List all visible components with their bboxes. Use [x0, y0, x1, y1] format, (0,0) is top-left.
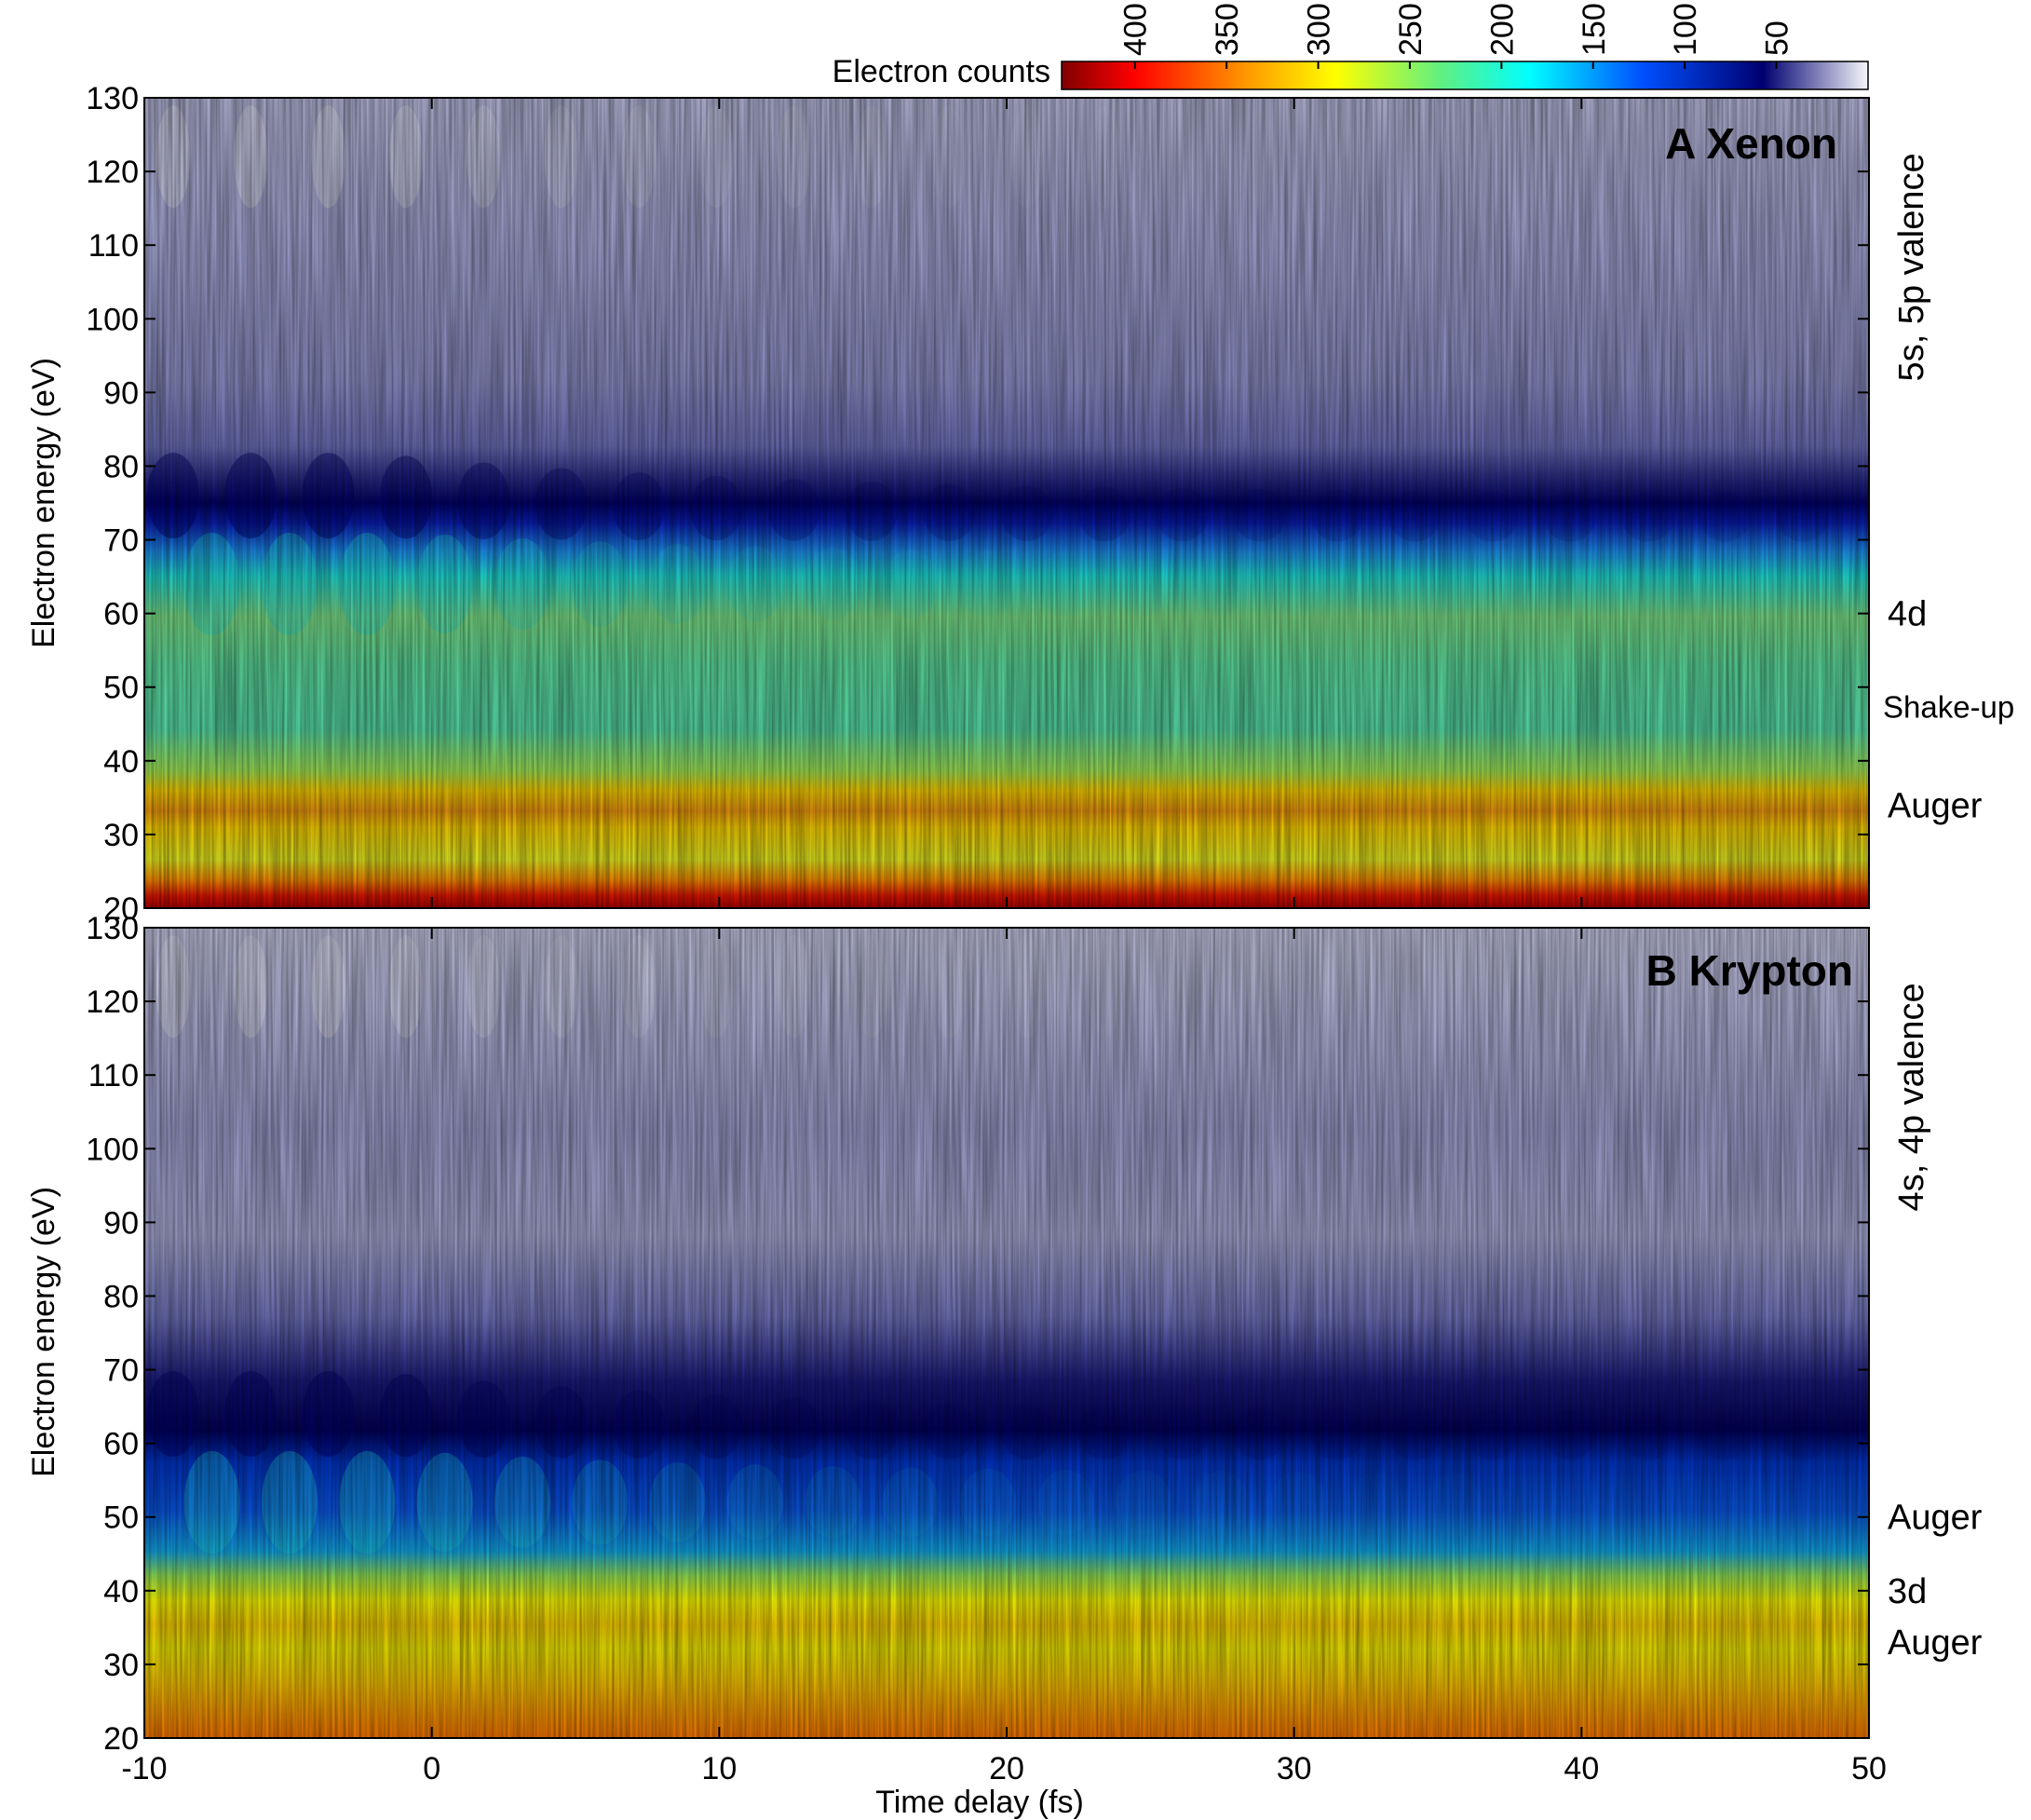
band-label: Shake-up [1883, 690, 2014, 725]
colorbar-label: Electron counts [833, 54, 1050, 89]
x-tick-label: 20 [989, 1751, 1024, 1786]
y-tick-label: 30 [103, 818, 139, 853]
band-label: 4s, 4p valence [1892, 983, 1931, 1211]
panel-b-heatmap [144, 928, 1869, 1738]
panel-b-x-axis: -10 0 10 20 30 40 50 [121, 928, 1887, 1786]
y-tick-label: 20 [103, 1721, 139, 1757]
panel-a-y-axis-title: Electron energy (eV) [26, 358, 61, 648]
y-tick-label: 60 [103, 597, 139, 632]
panel-b: 130 120 110 100 90 80 70 60 50 40 30 20 -10 0 10 20 30 4… [26, 911, 1983, 1820]
colorbar-tick-label: 300 [1302, 3, 1337, 56]
y-tick-label: 110 [88, 1058, 139, 1093]
panel-a-heatmap [144, 98, 1869, 908]
y-tick-label: 40 [103, 1574, 139, 1609]
colorbar-tick-label: 50 [1760, 20, 1795, 56]
y-tick-label: 120 [86, 985, 139, 1020]
y-tick-label: 40 [103, 744, 139, 780]
band-label: 4d [1888, 595, 1927, 634]
y-tick-label: 110 [88, 228, 139, 264]
colorbar-gradient [1061, 61, 1869, 90]
panel-a-title: A Xenon [1665, 119, 1837, 168]
y-tick-label: 80 [103, 449, 139, 484]
panel-a-band-labels: 5s, 5p valence 4d Shake-up Auger [1883, 153, 2014, 825]
colorbar-ticks: 400 350 300 250 200 150 100 50 [1118, 3, 1795, 69]
colorbar: Electron counts 400 350 300 250 200 150 100 50 [833, 3, 1869, 90]
x-tick-label: 10 [701, 1751, 737, 1786]
x-tick-label: 30 [1277, 1751, 1312, 1786]
x-tick-label: -10 [121, 1751, 167, 1786]
y-tick-label: 90 [103, 375, 139, 411]
y-tick-label: 120 [86, 155, 139, 190]
x-tick-label: 40 [1564, 1751, 1599, 1786]
y-tick-label: 130 [86, 911, 139, 946]
band-label: 3d [1888, 1572, 1927, 1611]
y-tick-label: 30 [103, 1648, 139, 1683]
colorbar-tick-label: 200 [1484, 3, 1520, 56]
band-label: Auger [1888, 1499, 1983, 1538]
y-tick-label: 50 [103, 1501, 139, 1536]
y-tick-label: 70 [103, 1353, 139, 1389]
band-label: Auger [1888, 786, 1983, 825]
y-tick-label: 100 [86, 302, 139, 337]
panel-a: 130 120 110 100 90 80 70 60 50 40 30 20 Electron en… [26, 81, 2014, 927]
y-tick-label: 90 [103, 1205, 139, 1241]
band-label: Auger [1888, 1623, 1983, 1663]
y-tick-label: 20 [103, 891, 139, 927]
y-tick-label: 60 [103, 1427, 139, 1462]
y-tick-label: 80 [103, 1279, 139, 1314]
colorbar-tick-label: 100 [1668, 3, 1703, 56]
colorbar-tick-label: 150 [1577, 3, 1612, 56]
y-tick-label: 50 [103, 671, 139, 706]
panel-b-band-labels: 4s, 4p valence Auger 3d Auger [1888, 983, 1983, 1663]
band-label: 5s, 5p valence [1892, 153, 1931, 381]
x-axis-title: Time delay (fs) [875, 1785, 1084, 1820]
y-tick-label: 130 [86, 81, 139, 116]
panel-b-y-axis: 130 120 110 100 90 80 70 60 50 40 30 20 [86, 911, 1869, 1757]
panel-b-title: B Krypton [1646, 946, 1853, 995]
colorbar-tick-label: 400 [1118, 3, 1154, 56]
y-tick-label: 70 [103, 523, 139, 559]
colorbar-tick-label: 350 [1210, 3, 1245, 56]
x-tick-label: 0 [423, 1751, 440, 1786]
panel-a-y-axis: 130 120 110 100 90 80 70 60 50 40 30 20 [86, 81, 1869, 927]
colorbar-tick-label: 250 [1393, 3, 1428, 56]
panel-b-y-axis-title: Electron energy (eV) [26, 1187, 61, 1477]
x-tick-label: 50 [1851, 1751, 1887, 1786]
panel-a-x-ticks [143, 98, 1870, 908]
y-tick-label: 100 [86, 1132, 139, 1167]
